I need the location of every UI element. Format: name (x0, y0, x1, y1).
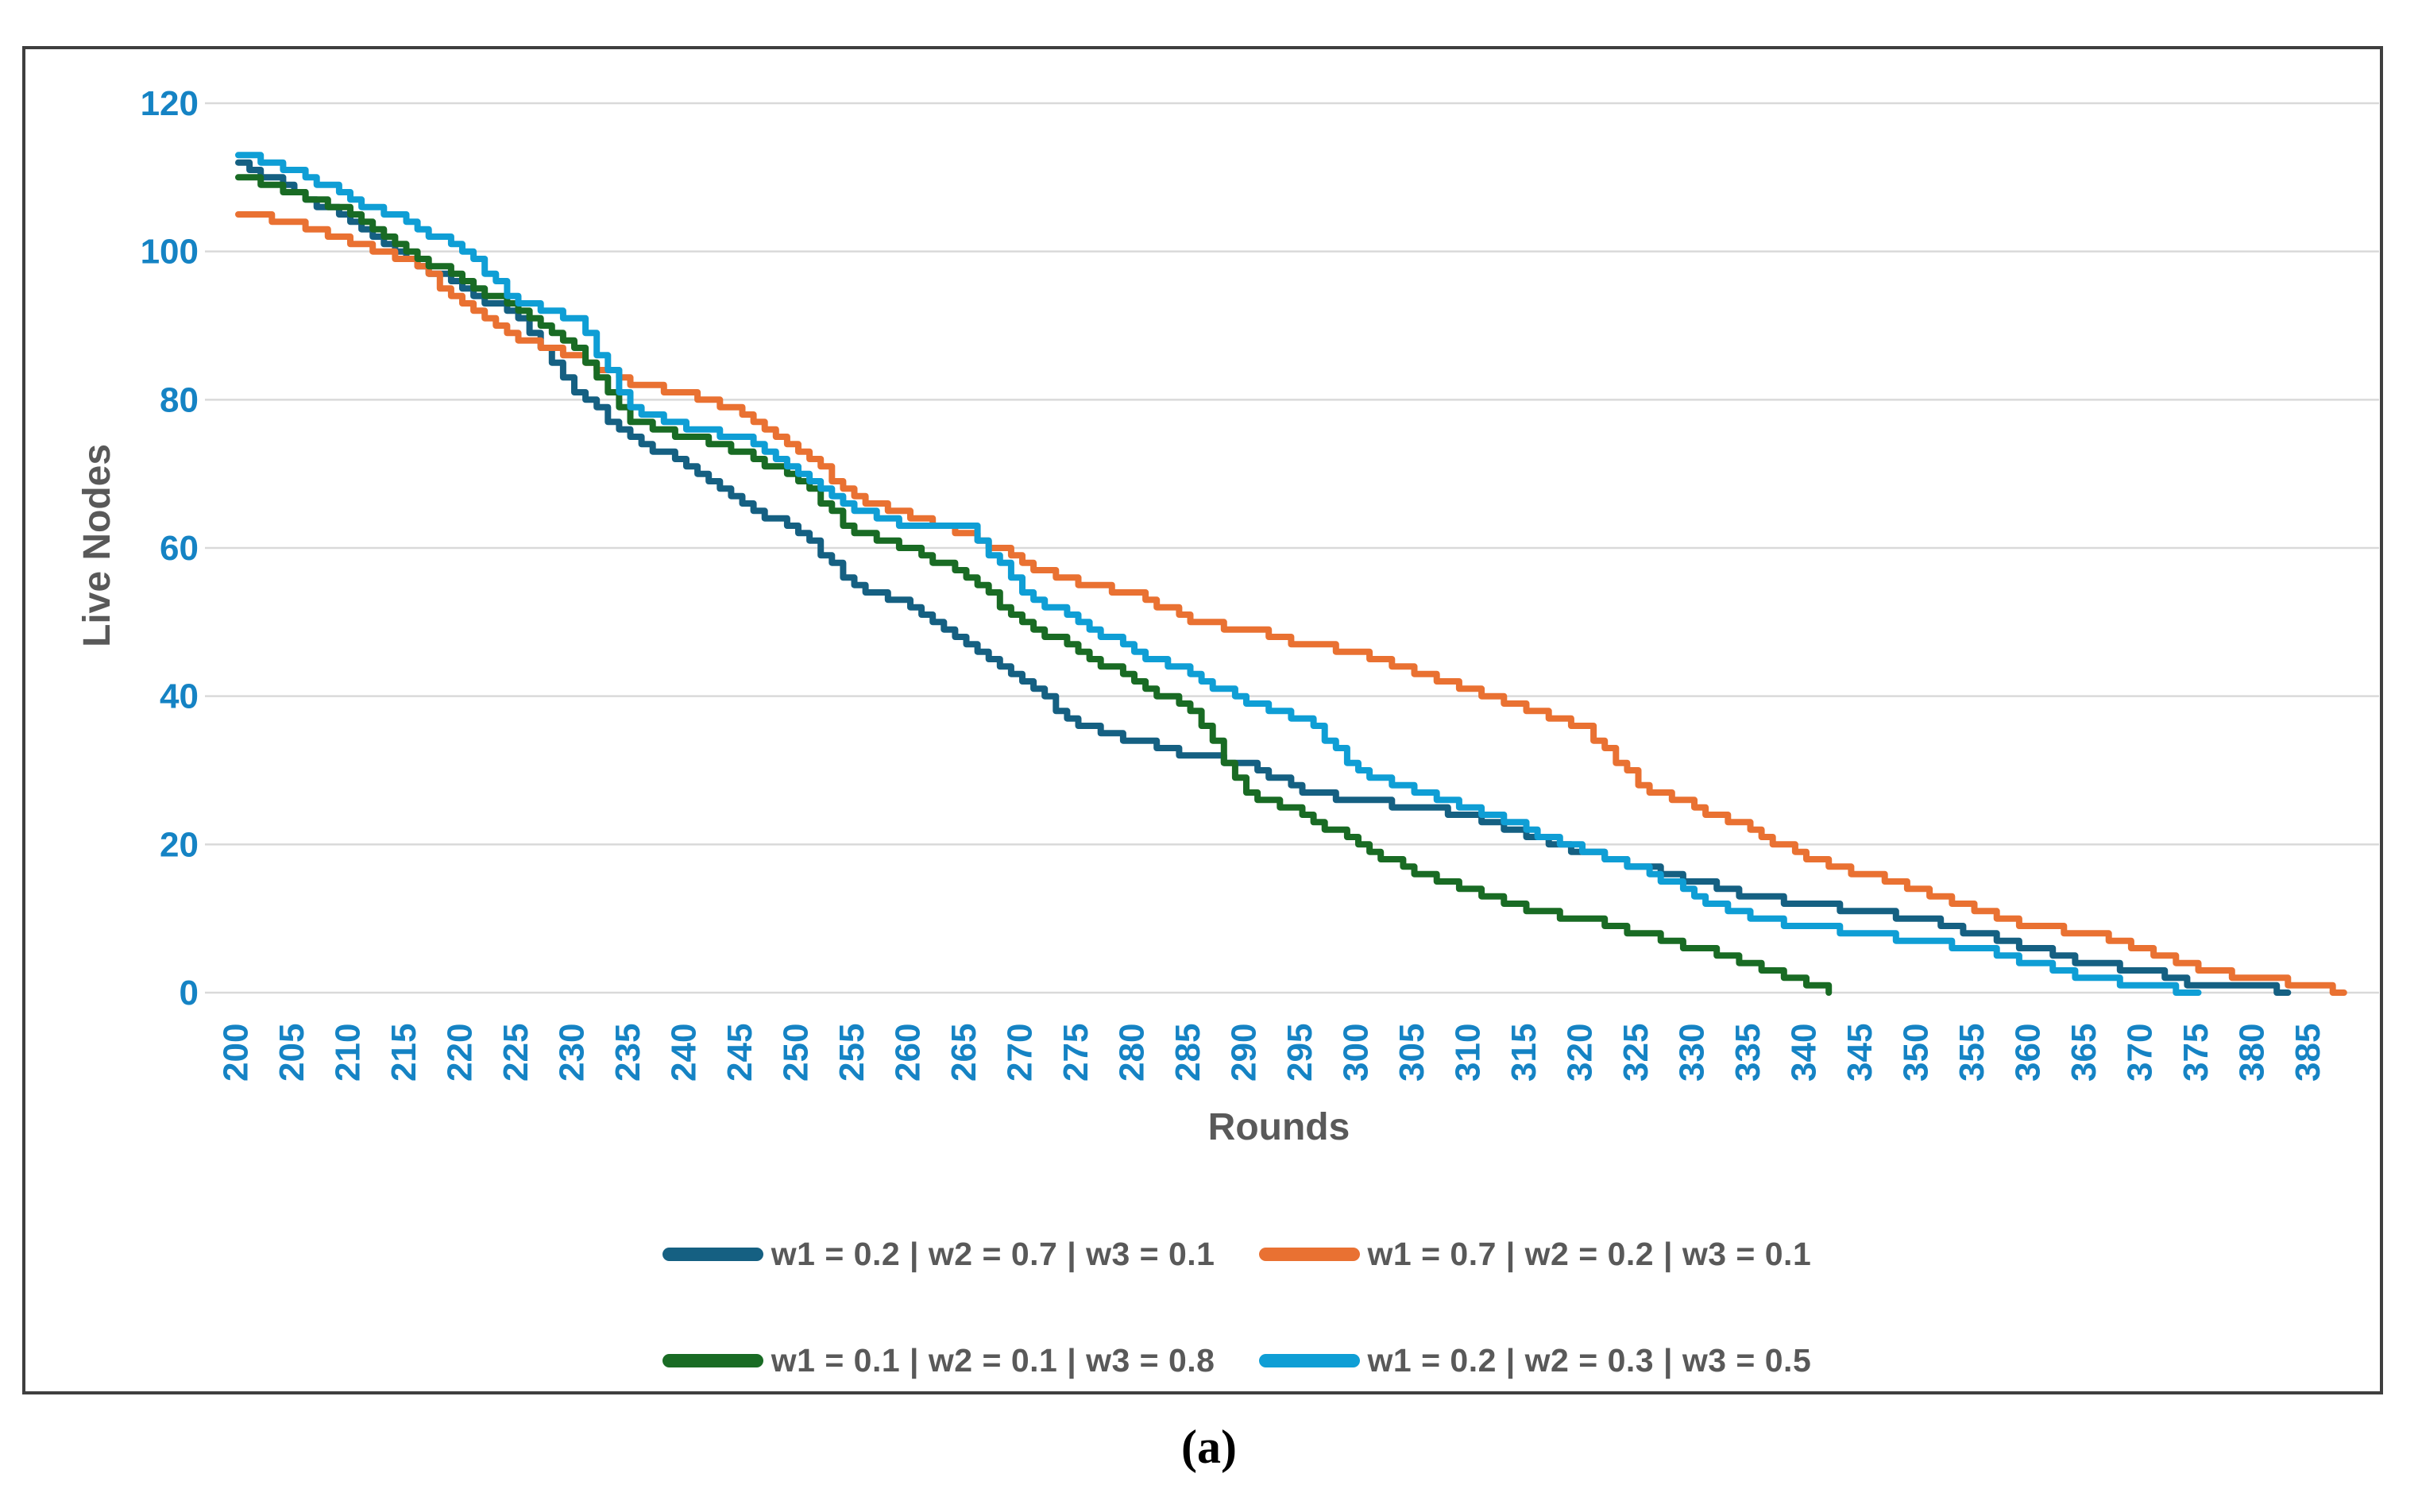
x-tick-230: 230 (553, 1024, 592, 1082)
y-tick-120: 120 (141, 84, 199, 123)
x-tick-260: 260 (889, 1024, 928, 1082)
legend-item-series-1: w1 = 0.2 | w2 = 0.7 | w3 = 0.1 (662, 1236, 1215, 1273)
y-axis-title: Live Nodes (76, 443, 118, 647)
x-tick-275: 275 (1056, 1024, 1095, 1082)
series-line-2 (235, 211, 2347, 996)
x-tick-285: 285 (1168, 1024, 1207, 1082)
x-tick-315: 315 (1504, 1024, 1543, 1082)
x-tick-295: 295 (1280, 1024, 1319, 1082)
x-tick-385: 385 (2289, 1024, 2327, 1082)
y-tick-60: 60 (160, 529, 199, 568)
legend-item-series-2: w1 = 0.7 | w2 = 0.2 | w3 = 0.1 (1258, 1236, 1812, 1273)
x-tick-375: 375 (2177, 1024, 2215, 1082)
x-tick-335: 335 (1729, 1024, 1767, 1082)
legend-row-2: w1 = 0.1 | w2 = 0.1 | w3 = 0.8 w1 = 0.2 … (28, 1342, 2418, 1379)
x-tick-290: 290 (1225, 1024, 1264, 1082)
x-tick-240: 240 (665, 1024, 704, 1082)
legend-swatch-orange (1258, 1248, 1360, 1261)
legend-item-series-3: w1 = 0.1 | w2 = 0.1 | w3 = 0.8 (662, 1342, 1215, 1379)
x-axis-title: Rounds (1207, 1106, 1350, 1148)
series-line-3 (235, 174, 1833, 996)
x-tick-245: 245 (720, 1024, 759, 1082)
legend-label-series-1: w1 = 0.2 | w2 = 0.7 | w3 = 0.1 (771, 1236, 1215, 1272)
x-tick-265: 265 (944, 1024, 983, 1082)
legend-label-series-2: w1 = 0.7 | w2 = 0.2 | w3 = 0.1 (1367, 1236, 1812, 1272)
legend-swatch-green (662, 1354, 763, 1367)
series-line-4 (235, 152, 2202, 996)
legend-row-1: w1 = 0.2 | w2 = 0.7 | w3 = 0.1 w1 = 0.7 … (28, 1236, 2418, 1273)
series-line-1 (235, 159, 2292, 996)
x-tick-280: 280 (1113, 1024, 1152, 1082)
y-tick-100: 100 (141, 233, 199, 272)
x-tick-345: 345 (1841, 1024, 1879, 1082)
legend-swatch-lightblue (1258, 1354, 1360, 1367)
x-tick-215: 215 (384, 1024, 423, 1082)
x-tick-205: 205 (272, 1024, 311, 1082)
x-tick-330: 330 (1673, 1024, 1712, 1082)
y-tick-40: 40 (160, 677, 199, 716)
x-tick-270: 270 (1001, 1024, 1040, 1082)
figure-caption: (a) (1181, 1421, 1237, 1473)
x-tick-200: 200 (217, 1024, 256, 1082)
x-tick-380: 380 (2233, 1024, 2272, 1082)
x-tick-210: 210 (329, 1024, 368, 1082)
y-tick-80: 80 (160, 380, 199, 419)
x-tick-365: 365 (2065, 1024, 2103, 1082)
x-tick-340: 340 (1785, 1024, 1824, 1082)
legend-label-series-3: w1 = 0.1 | w2 = 0.1 | w3 = 0.8 (771, 1342, 1215, 1379)
x-tick-255: 255 (832, 1024, 871, 1082)
y-tick-20: 20 (160, 825, 199, 864)
x-tick-355: 355 (1953, 1024, 1991, 1082)
x-tick-325: 325 (1617, 1024, 1655, 1082)
x-tick-305: 305 (1392, 1024, 1431, 1082)
x-tick-350: 350 (1897, 1024, 1936, 1082)
x-tick-370: 370 (2121, 1024, 2160, 1082)
x-tick-225: 225 (496, 1024, 535, 1082)
legend-swatch-darkblue (662, 1248, 763, 1261)
x-tick-310: 310 (1449, 1024, 1488, 1082)
x-tick-250: 250 (777, 1024, 816, 1082)
legend-label-series-4: w1 = 0.2 | w2 = 0.3 | w3 = 0.5 (1367, 1342, 1812, 1379)
x-tick-235: 235 (608, 1024, 647, 1082)
x-tick-360: 360 (2009, 1024, 2048, 1082)
legend-item-series-4: w1 = 0.2 | w2 = 0.3 | w3 = 0.5 (1258, 1342, 1812, 1379)
x-tick-220: 220 (441, 1024, 480, 1082)
x-tick-300: 300 (1337, 1024, 1376, 1082)
y-tick-0: 0 (180, 974, 199, 1012)
x-tick-320: 320 (1561, 1024, 1600, 1082)
